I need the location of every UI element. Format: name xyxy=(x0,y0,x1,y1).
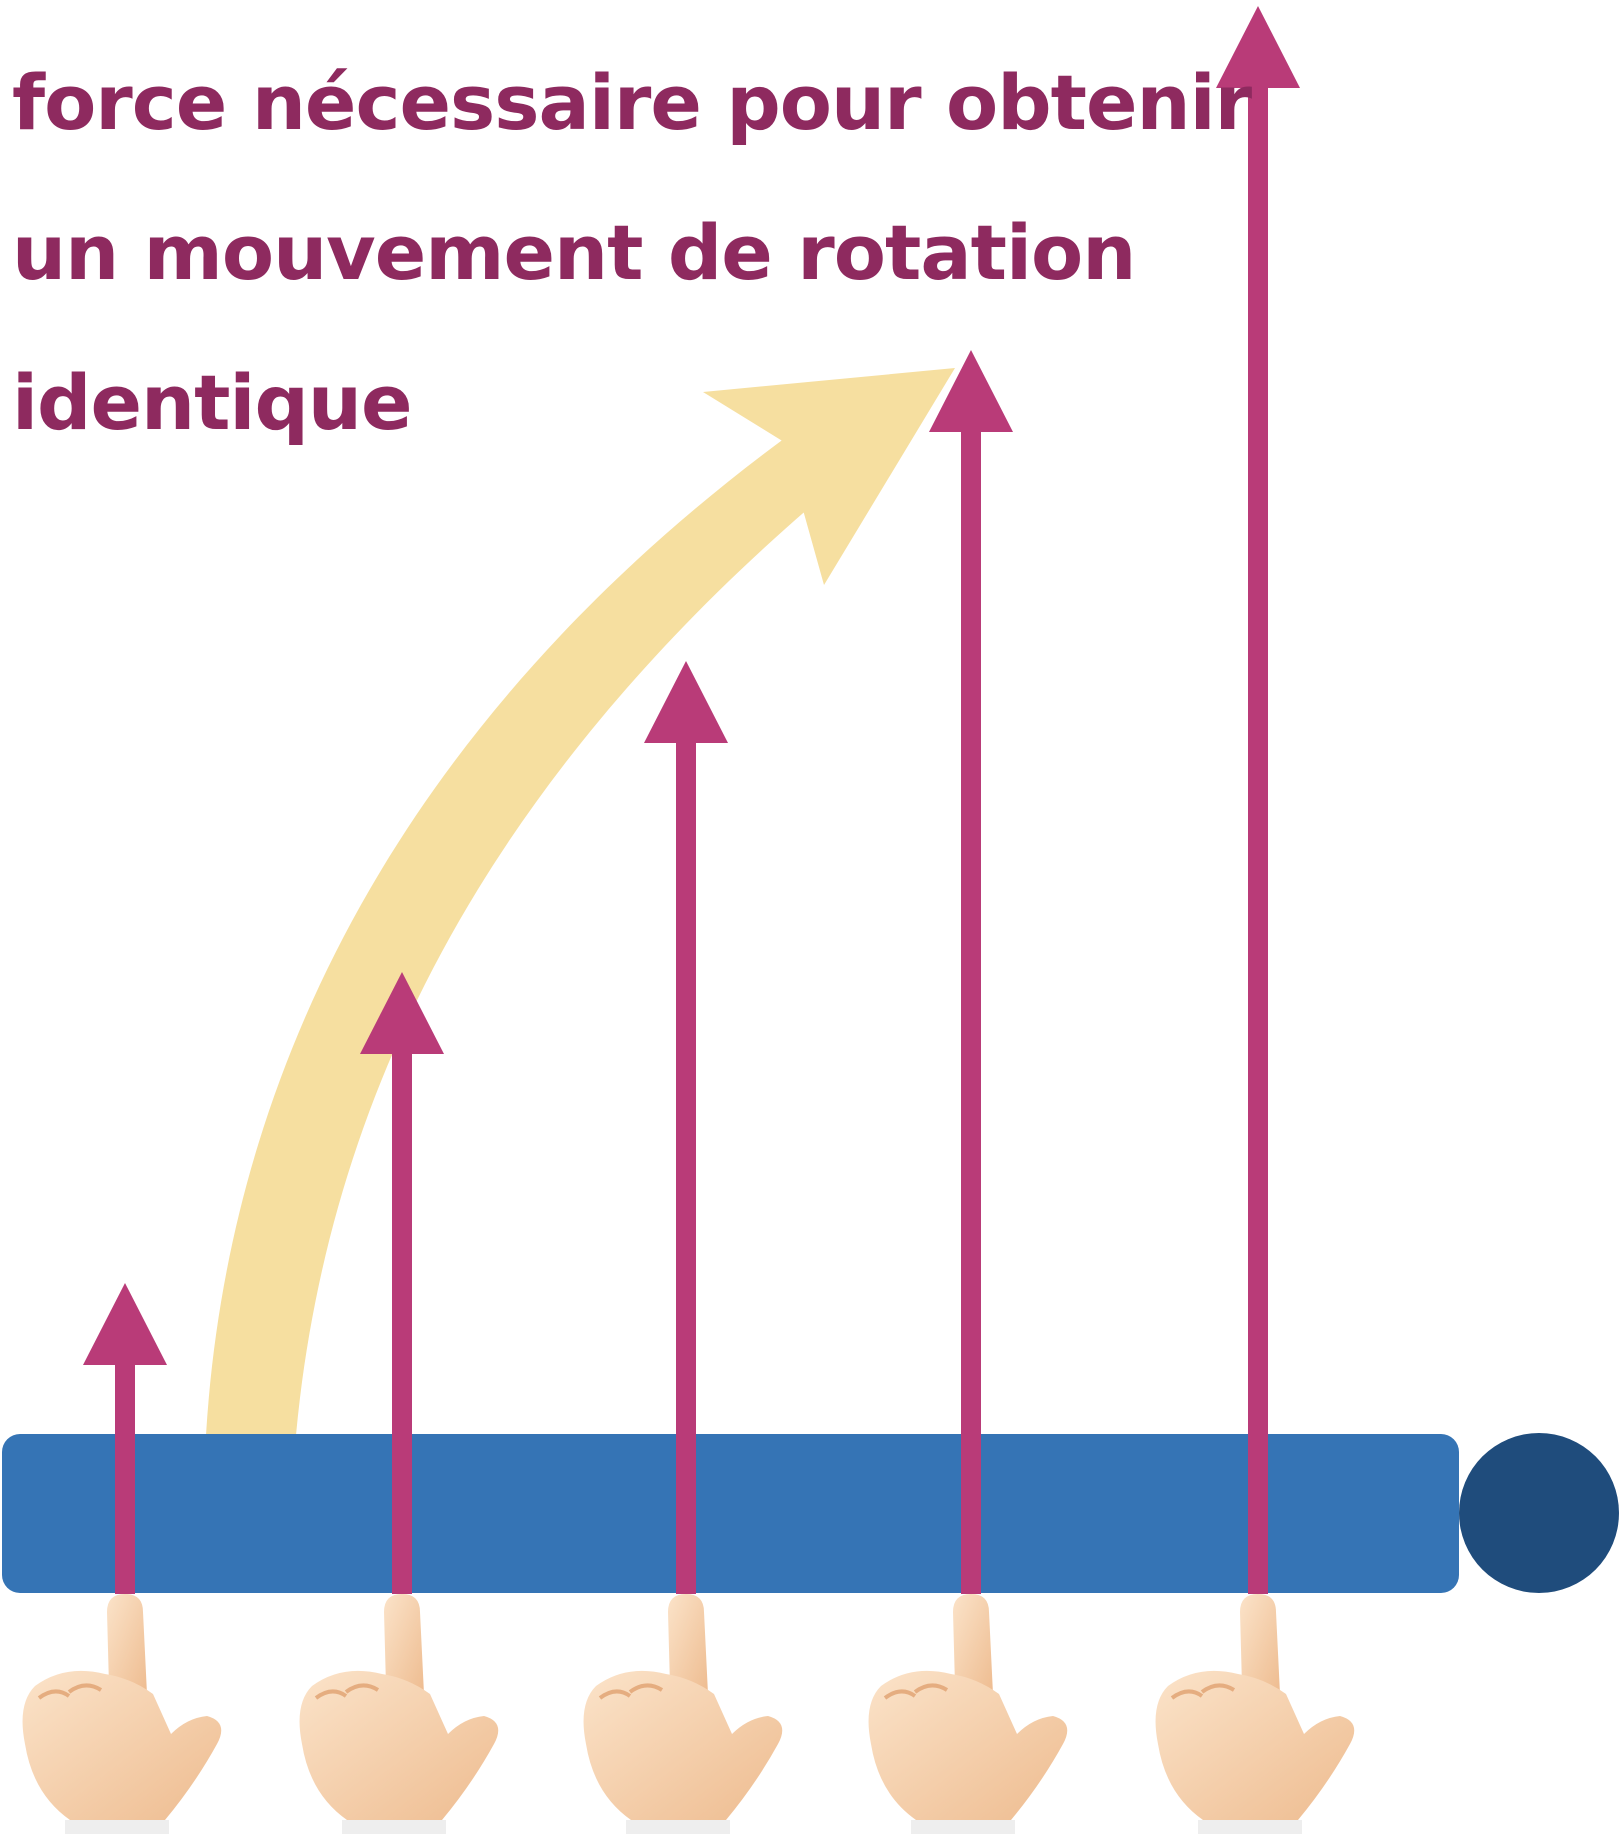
hand-palm xyxy=(1155,1670,1355,1820)
force-arrow-shaft xyxy=(1248,84,1268,1594)
hand-finger xyxy=(107,1594,147,1694)
hand-palm xyxy=(299,1670,499,1820)
force-arrow xyxy=(360,972,444,1594)
hand-cuff xyxy=(911,1820,1015,1834)
force-arrow-head xyxy=(83,1283,167,1365)
hand-finger xyxy=(384,1594,424,1694)
force-arrow xyxy=(83,1283,167,1594)
force-arrow xyxy=(1216,6,1300,1594)
pivot-circle-icon xyxy=(1459,1433,1619,1593)
pointing-hands xyxy=(22,1594,1355,1834)
force-arrow-head xyxy=(360,972,444,1054)
hand-knuckles xyxy=(37,1683,103,1700)
pointing-hand-icon xyxy=(868,1594,1068,1834)
hand-cuff xyxy=(65,1820,169,1834)
hand-finger xyxy=(953,1594,993,1694)
hand-cuff xyxy=(626,1820,730,1834)
pointing-hand-icon xyxy=(299,1594,499,1834)
force-arrow-shaft xyxy=(676,739,696,1594)
hand-cuff xyxy=(342,1820,446,1834)
caption-line-3: identique xyxy=(12,358,413,447)
curved-arrow-icon xyxy=(206,368,955,1435)
hand-knuckles xyxy=(1170,1683,1236,1700)
pointing-hand-icon xyxy=(1155,1594,1355,1834)
hand-palm xyxy=(868,1670,1068,1820)
hand-knuckles xyxy=(883,1683,949,1700)
caption-line-2: un mouvement de rotation xyxy=(12,208,1136,297)
force-arrow-head xyxy=(1216,6,1300,88)
force-arrows xyxy=(83,6,1300,1594)
force-arrow-head xyxy=(929,350,1013,432)
force-arrow xyxy=(644,661,728,1594)
force-arrow xyxy=(929,350,1013,1594)
force-arrow-shaft xyxy=(392,1050,412,1594)
caption-line-1: force nécessaire pour obtenir xyxy=(12,58,1252,147)
force-arrow-head xyxy=(644,661,728,743)
hand-palm xyxy=(22,1670,222,1820)
rotation-arrow-body xyxy=(206,438,830,1435)
hand-knuckles xyxy=(314,1683,380,1700)
hand-finger xyxy=(1240,1594,1280,1694)
hand-cuff xyxy=(1198,1820,1302,1834)
hand-finger xyxy=(668,1594,708,1694)
force-arrow-shaft xyxy=(961,428,981,1594)
hand-knuckles xyxy=(598,1683,664,1700)
pointing-hand-icon xyxy=(22,1594,222,1834)
force-arrow-shaft xyxy=(115,1361,135,1594)
pointing-hand-icon xyxy=(583,1594,783,1834)
diagram-caption: force nécessaire pour obtenir un mouveme… xyxy=(12,28,1252,478)
lever-bar xyxy=(2,1434,1459,1593)
rotation-arrow-head xyxy=(703,368,955,585)
hand-palm xyxy=(583,1670,783,1820)
